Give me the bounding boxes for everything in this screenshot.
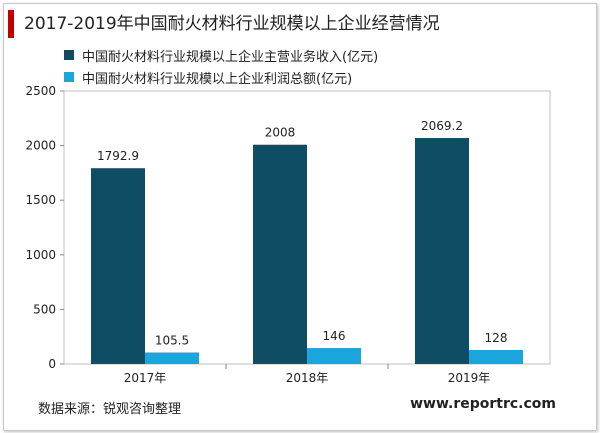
profit-value-label: 128 bbox=[485, 331, 508, 345]
revenue-bar bbox=[91, 168, 145, 364]
profit-value-label: 146 bbox=[323, 329, 346, 343]
profit-bar bbox=[469, 350, 523, 364]
profit-bar bbox=[307, 348, 361, 364]
profit-value-label: 105.5 bbox=[155, 333, 189, 347]
data-source: 数据来源：锐观咨询整理 bbox=[38, 402, 182, 417]
revenue-value-label: 1792.9 bbox=[97, 149, 139, 163]
legend-label-revenue: 中国耐火材料行业规模以上企业主营业务收入(亿元) bbox=[82, 49, 379, 65]
y-tick-label: 0 bbox=[48, 357, 56, 371]
website-url: www.reportrc.com bbox=[410, 396, 556, 412]
legend-item-revenue: 中国耐火材料行业规模以上企业主营业务收入(亿元) bbox=[64, 44, 378, 66]
y-tick-label: 2000 bbox=[25, 139, 56, 153]
profit-bar bbox=[145, 352, 199, 364]
chart-title: 2017-2019年中国耐火材料行业规模以上企业经营情况 bbox=[24, 14, 440, 34]
legend-swatch-profit bbox=[64, 72, 74, 82]
x-category-label: 2017年 bbox=[124, 371, 167, 385]
y-tick-label: 500 bbox=[33, 302, 56, 316]
revenue-bar bbox=[415, 138, 469, 364]
revenue-value-label: 2069.2 bbox=[421, 119, 463, 133]
legend-label-profit: 中国耐火材料行业规模以上企业利润总额(亿元) bbox=[82, 71, 353, 87]
revenue-bar bbox=[253, 144, 307, 364]
title-accent-bar bbox=[8, 10, 14, 38]
y-tick-label: 1500 bbox=[25, 193, 56, 207]
y-tick-label: 2500 bbox=[25, 84, 56, 98]
y-tick-label: 1000 bbox=[25, 248, 56, 262]
legend-swatch-revenue bbox=[64, 50, 74, 60]
x-category-label: 2019年 bbox=[448, 371, 491, 385]
revenue-value-label: 2008 bbox=[265, 126, 296, 140]
legend-item-profit: 中国耐火材料行业规模以上企业利润总额(亿元) bbox=[64, 66, 378, 88]
x-category-label: 2018年 bbox=[286, 371, 329, 385]
legend: 中国耐火材料行业规模以上企业主营业务收入(亿元) 中国耐火材料行业规模以上企业利… bbox=[64, 44, 378, 88]
